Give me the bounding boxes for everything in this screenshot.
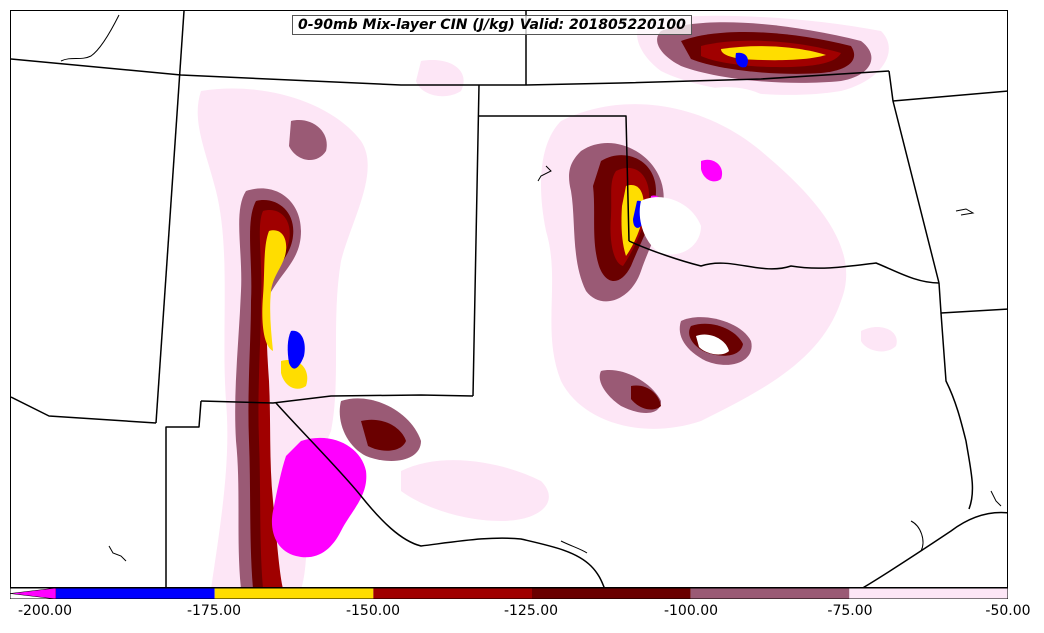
map-panel [10,10,1008,588]
cin-field-map [11,11,1007,587]
lake-outline [108,545,127,562]
border-line-arizona-nm [11,396,157,424]
border-line-missouri [892,90,1007,102]
border-line-nm-south [200,394,474,404]
lake-outline [990,490,1002,507]
cin-clear-pockets [639,87,826,355]
border-line-gulf-coast [862,511,1007,587]
border-line-nm-west [165,400,202,587]
lake-outline [910,520,924,552]
colorbar-bin-1 [214,588,374,599]
cin-field-layer [197,15,897,587]
border-line-nm-east [472,84,480,397]
border-line-oklahoma-east [888,70,940,284]
border-line-arkansas-louisiana [938,282,1007,314]
tick-label-5: -75.00 [827,603,873,619]
tick-label-2: -150.00 [345,603,401,619]
lake-outline [537,165,552,182]
tick-label-6: -50.00 [985,603,1031,619]
border-line-colorado-west [155,11,185,424]
colorbar-underflow [10,588,57,599]
map-title: 0-90mb Mix-layer CIN (J/kg) Valid: 20180… [292,15,692,35]
cin-blue-areas [287,52,748,369]
colorbar [10,588,1008,599]
tick-label-1: -175.00 [186,603,242,619]
colorbar-bin-4 [690,588,850,599]
lake-outline [955,208,975,216]
colorbar-bin-3 [532,588,691,599]
water-features [60,14,1002,562]
boundary-lines [11,11,1007,587]
tick-label-4: -100.00 [663,603,719,619]
border-line-rio-grande [275,402,605,587]
colorbar-bin-2 [373,588,532,599]
border-line-oklahoma-panhandle [479,115,630,242]
colorbar-bin-5 [849,588,1008,599]
colorbar-bins [10,588,1008,599]
tick-label-0: -200.00 [17,603,73,619]
border-line-red-river [628,240,940,284]
colorbar-bin-0 [56,588,215,599]
lake-outline [560,540,588,554]
tick-label-3: -125.00 [503,603,559,619]
lake-outline [60,14,120,62]
border-line-louisiana-west [940,312,974,510]
